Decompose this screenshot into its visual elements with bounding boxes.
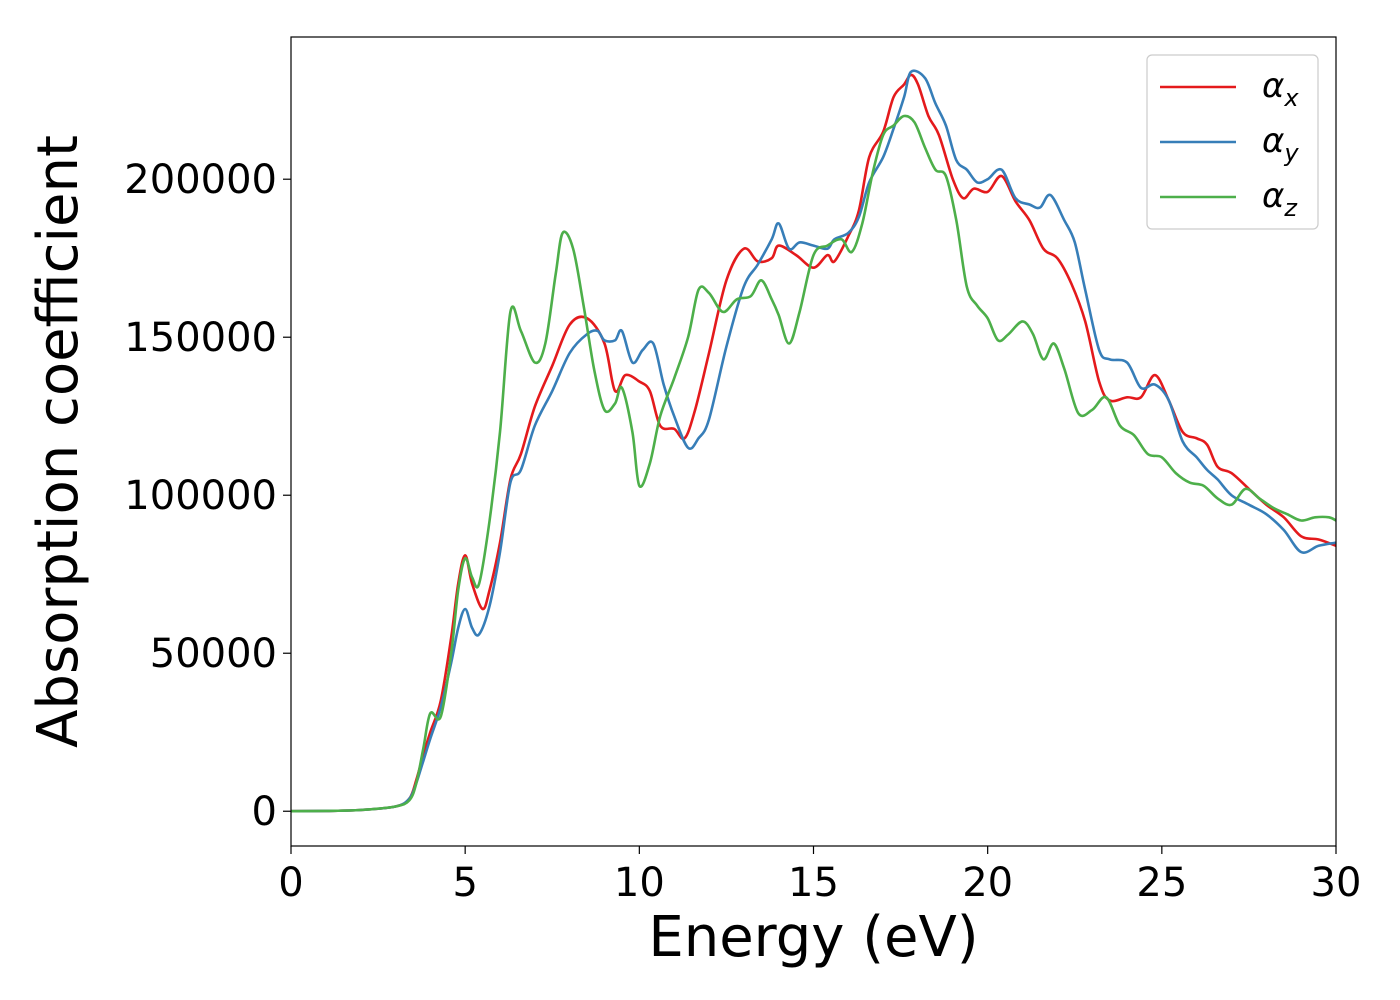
y-axis-label: Absorption coefficient xyxy=(26,135,91,748)
x-tick-label: 20 xyxy=(962,860,1013,906)
legend-label-y: αy xyxy=(1262,121,1299,167)
x-tick-label: 10 xyxy=(614,860,665,906)
x-tick-label: 30 xyxy=(1311,860,1362,906)
legend-label-x: αx xyxy=(1262,66,1299,112)
series-line-y xyxy=(290,69,1337,813)
y-tick-label: 100000 xyxy=(124,473,277,519)
x-tick-label: 5 xyxy=(452,860,477,906)
legend-label-z: αz xyxy=(1262,176,1298,222)
ticks-layer: 0 5 10 15 20 25 30 0 50000 100000 150000 200000 xyxy=(124,157,1361,906)
x-tick-label: 15 xyxy=(788,860,839,906)
y-tick-label: 200000 xyxy=(124,157,277,203)
y-tick-label: 0 xyxy=(252,789,277,835)
legend: αx αy αz xyxy=(1146,54,1319,230)
y-tick-label: 50000 xyxy=(150,631,277,677)
series-layer xyxy=(290,69,1337,813)
series-line-x xyxy=(290,73,1337,813)
x-tick-label: 25 xyxy=(1136,860,1187,906)
x-axis-label: Energy (eV) xyxy=(648,905,978,970)
y-tick-label: 150000 xyxy=(124,315,277,361)
x-tick-label: 0 xyxy=(278,860,303,906)
series-line-z xyxy=(290,114,1337,813)
